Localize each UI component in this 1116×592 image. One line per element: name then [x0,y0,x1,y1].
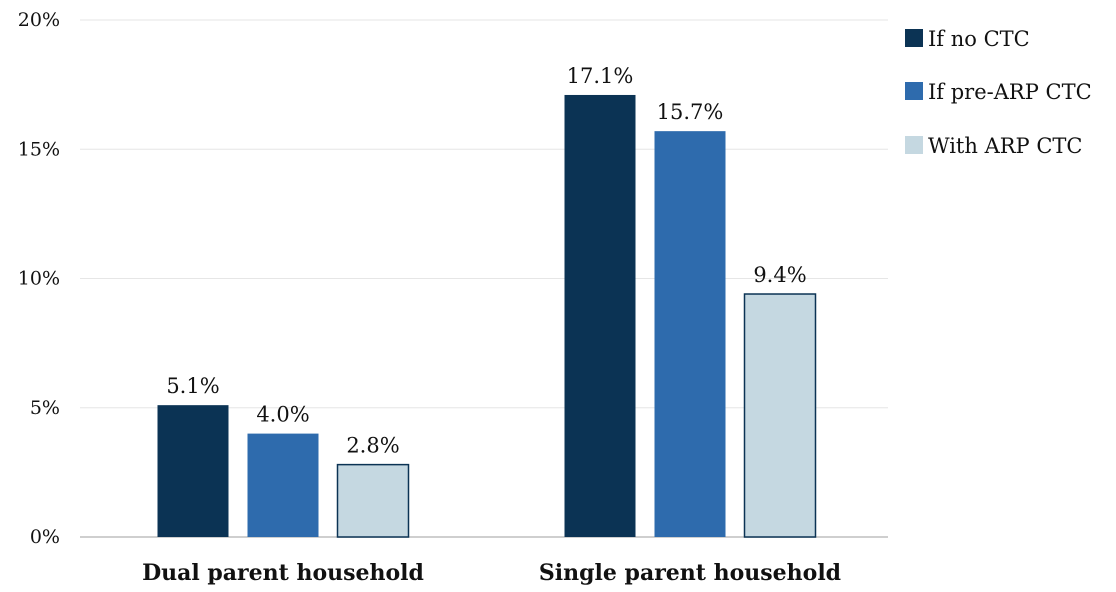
bar [247,433,319,537]
x-category-label: Dual parent household [142,560,424,586]
data-label: 17.1% [567,64,634,88]
legend: If no CTC If pre-ARP CTC With ARP CTC [905,27,1092,158]
data-label: 5.1% [166,374,219,398]
bar [157,405,229,537]
y-tick-label: 20% [18,9,60,31]
y-axis: 0% 5% 10% 15% 20% [18,9,60,548]
data-label: 15.7% [657,100,724,124]
bar [654,131,726,537]
data-label: 4.0% [256,403,309,427]
legend-swatch [905,29,923,47]
x-axis: Dual parent household Single parent house… [142,560,841,586]
bar [743,293,817,538]
legend-label: If pre-ARP CTC [928,80,1092,104]
bars [157,94,817,538]
y-tick-label: 15% [18,138,60,160]
y-tick-label: 10% [18,268,60,290]
y-tick-label: 0% [30,526,60,548]
y-tick-label: 5% [30,397,60,419]
bar [336,463,410,538]
legend-label: With ARP CTC [928,134,1083,158]
data-label: 2.8% [346,434,399,458]
data-label: 9.4% [753,263,806,287]
legend-swatch [905,136,923,154]
legend-label: If no CTC [928,27,1030,51]
data-labels: 5.1% 17.1% 4.0% 15.7% 2.8% 9.4% [166,64,806,458]
x-category-label: Single parent household [539,560,841,586]
legend-swatch [905,82,923,100]
bar [564,94,636,537]
